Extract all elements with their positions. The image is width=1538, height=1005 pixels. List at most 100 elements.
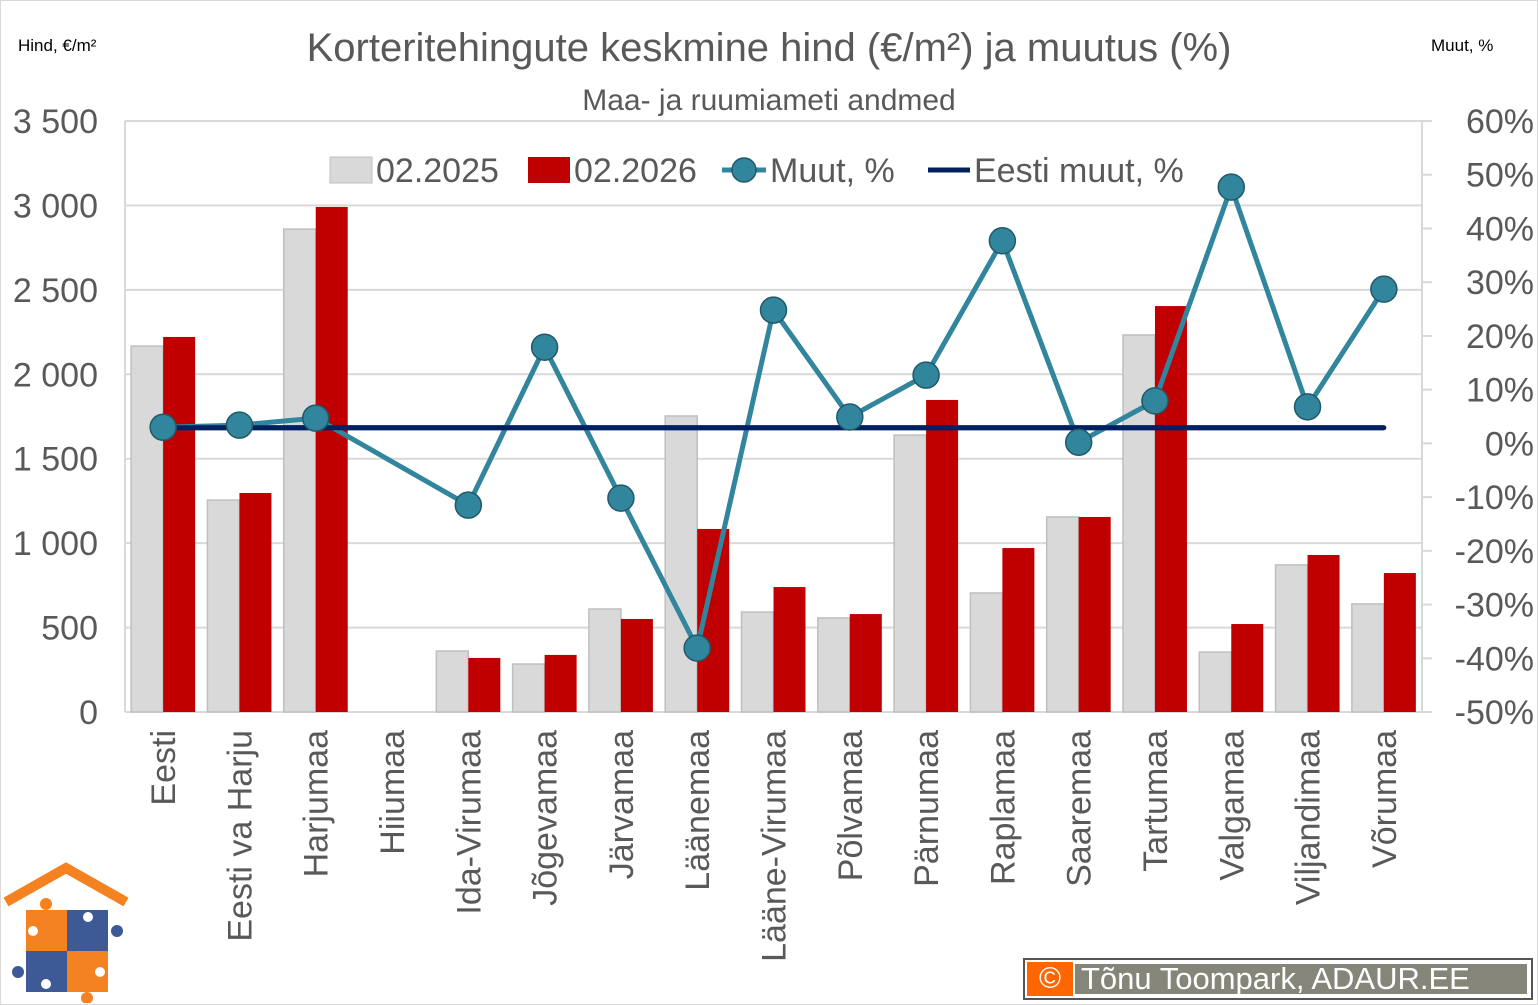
category-label: Raplamaa xyxy=(984,730,1022,885)
copyright-icon: © xyxy=(1027,962,1073,996)
right-axis-tick-label: 50% xyxy=(1466,157,1534,195)
category-label: Jõgevamaa xyxy=(527,730,565,906)
bar-02-2025 xyxy=(664,415,698,713)
house-puzzle-logo-icon xyxy=(0,856,133,1003)
category-label: Hiiumaa xyxy=(374,730,412,855)
right-axis-tick-label: -50% xyxy=(1455,694,1534,732)
category-label: Saaremaa xyxy=(1061,730,1099,887)
right-axis-tick-label: 30% xyxy=(1466,264,1534,302)
legend-label: 02.2026 xyxy=(574,152,697,190)
category-label: Viljandimaa xyxy=(1290,730,1328,905)
category-label: Pärnumaa xyxy=(908,730,946,887)
legend-swatch-02-2025 xyxy=(329,156,373,184)
muut-marker xyxy=(683,634,711,662)
muut-marker xyxy=(1141,387,1169,415)
bar-02-2026 xyxy=(620,618,653,712)
muut-marker xyxy=(225,411,254,439)
right-axis-tick-label: 40% xyxy=(1466,210,1534,248)
bar-02-2026 xyxy=(926,399,959,712)
muut-marker xyxy=(530,333,559,361)
category-label: Põlvamaa xyxy=(832,730,870,881)
bar-02-2026 xyxy=(544,654,577,712)
bar-02-2026 xyxy=(849,614,882,712)
category-label: Tartumaa xyxy=(1137,730,1175,872)
legend-label: 02.2025 xyxy=(376,152,499,190)
muut-marker xyxy=(1217,173,1246,201)
left-axis-tick-label: 500 xyxy=(41,610,98,648)
left-axis-tick-label: 2 500 xyxy=(13,272,98,310)
category-label: Harjumaa xyxy=(298,730,336,877)
bar-02-2025 xyxy=(1351,603,1385,713)
copyright-credit: © Tõnu Toompark, ADAUR.EE xyxy=(1023,958,1533,1000)
left-axis-tick-label: 3 500 xyxy=(13,103,98,141)
muut-marker xyxy=(149,413,177,441)
bar-02-2026 xyxy=(468,657,501,712)
left-axis-title: Hind, €/m² xyxy=(18,36,97,55)
bar-02-2025 xyxy=(1045,516,1080,713)
right-axis-tick-label: 0% xyxy=(1485,425,1534,463)
bar-02-2025 xyxy=(282,228,317,713)
category-label: Eesti xyxy=(145,730,183,806)
bar-02-2026 xyxy=(1078,516,1111,712)
muut-marker xyxy=(607,484,635,512)
muut-marker xyxy=(836,403,864,431)
bar-02-2026 xyxy=(1231,624,1264,712)
bar-02-2025 xyxy=(969,592,1004,713)
muut-marker xyxy=(912,361,940,389)
category-label: Läänemaa xyxy=(679,730,717,891)
legend-label: Eesti muut, % xyxy=(974,152,1184,190)
left-axis-tick-label: 3 000 xyxy=(13,187,98,225)
bar-02-2025 xyxy=(740,611,775,713)
muut-marker xyxy=(454,491,483,519)
bar-02-2025 xyxy=(206,499,241,713)
muut-marker xyxy=(1064,428,1093,457)
bar-02-2025 xyxy=(588,608,622,713)
right-axis-tick-label: -10% xyxy=(1455,479,1534,517)
right-axis-tick-label: 10% xyxy=(1466,372,1534,410)
category-label: Lääne-Virumaa xyxy=(756,730,794,962)
chart-title: Korteritehingute keskmine hind (€/m²) ja… xyxy=(306,26,1232,70)
chart-subtitle: Maa- ja ruumiameti andmed xyxy=(582,84,956,117)
bar-02-2025 xyxy=(817,617,851,713)
muut-marker xyxy=(1293,393,1322,421)
left-axis-tick-label: 2 000 xyxy=(13,356,98,394)
right-axis-tick-label: 60% xyxy=(1466,103,1534,141)
bar-02-2026 xyxy=(1002,548,1035,712)
right-axis-tick-label: 20% xyxy=(1466,318,1534,356)
right-axis-tick-label: -20% xyxy=(1455,533,1534,571)
category-label: Valgamaa xyxy=(1213,730,1251,881)
bar-02-2025 xyxy=(893,434,927,713)
category-label: Võrumaa xyxy=(1366,730,1404,868)
bar-02-2025 xyxy=(1198,651,1233,713)
bar-02-2025 xyxy=(130,345,164,713)
category-label: Eesti va Harju xyxy=(221,730,259,942)
bar-02-2026 xyxy=(773,587,806,712)
bar-02-2026 xyxy=(239,492,272,712)
bar-02-2026 xyxy=(1383,573,1416,712)
bar-02-2026 xyxy=(1154,306,1187,712)
bar-02-2025 xyxy=(435,650,470,713)
left-axis-tick-label: 1 000 xyxy=(13,525,98,563)
legend-swatch-02-2026 xyxy=(528,157,570,183)
muut-marker xyxy=(988,227,1017,255)
legend-marker-muut-icon xyxy=(731,157,757,183)
credit-text: Tõnu Toompark, ADAUR.EE xyxy=(1073,961,1529,996)
left-axis-tick-label: 0 xyxy=(79,694,98,732)
bar-02-2026 xyxy=(163,336,196,712)
bar-02-2026 xyxy=(1307,554,1340,712)
right-axis-tick-label: -40% xyxy=(1455,640,1534,678)
bar-02-2025 xyxy=(1274,564,1309,713)
category-label: Järvamaa xyxy=(603,730,641,879)
muut-marker xyxy=(1370,275,1398,303)
bar-02-2026 xyxy=(315,206,348,712)
category-label: Ida-Virumaa xyxy=(450,730,488,915)
muut-marker xyxy=(301,404,330,432)
bar-02-2025 xyxy=(511,663,546,713)
left-axis-tick-label: 1 500 xyxy=(13,441,98,479)
muut-line xyxy=(163,184,1386,651)
right-axis-tick-label: -30% xyxy=(1455,587,1534,625)
legend-label: Muut, % xyxy=(770,152,895,190)
muut-marker xyxy=(759,296,788,324)
right-axis-title: Muut, % xyxy=(1431,36,1494,55)
